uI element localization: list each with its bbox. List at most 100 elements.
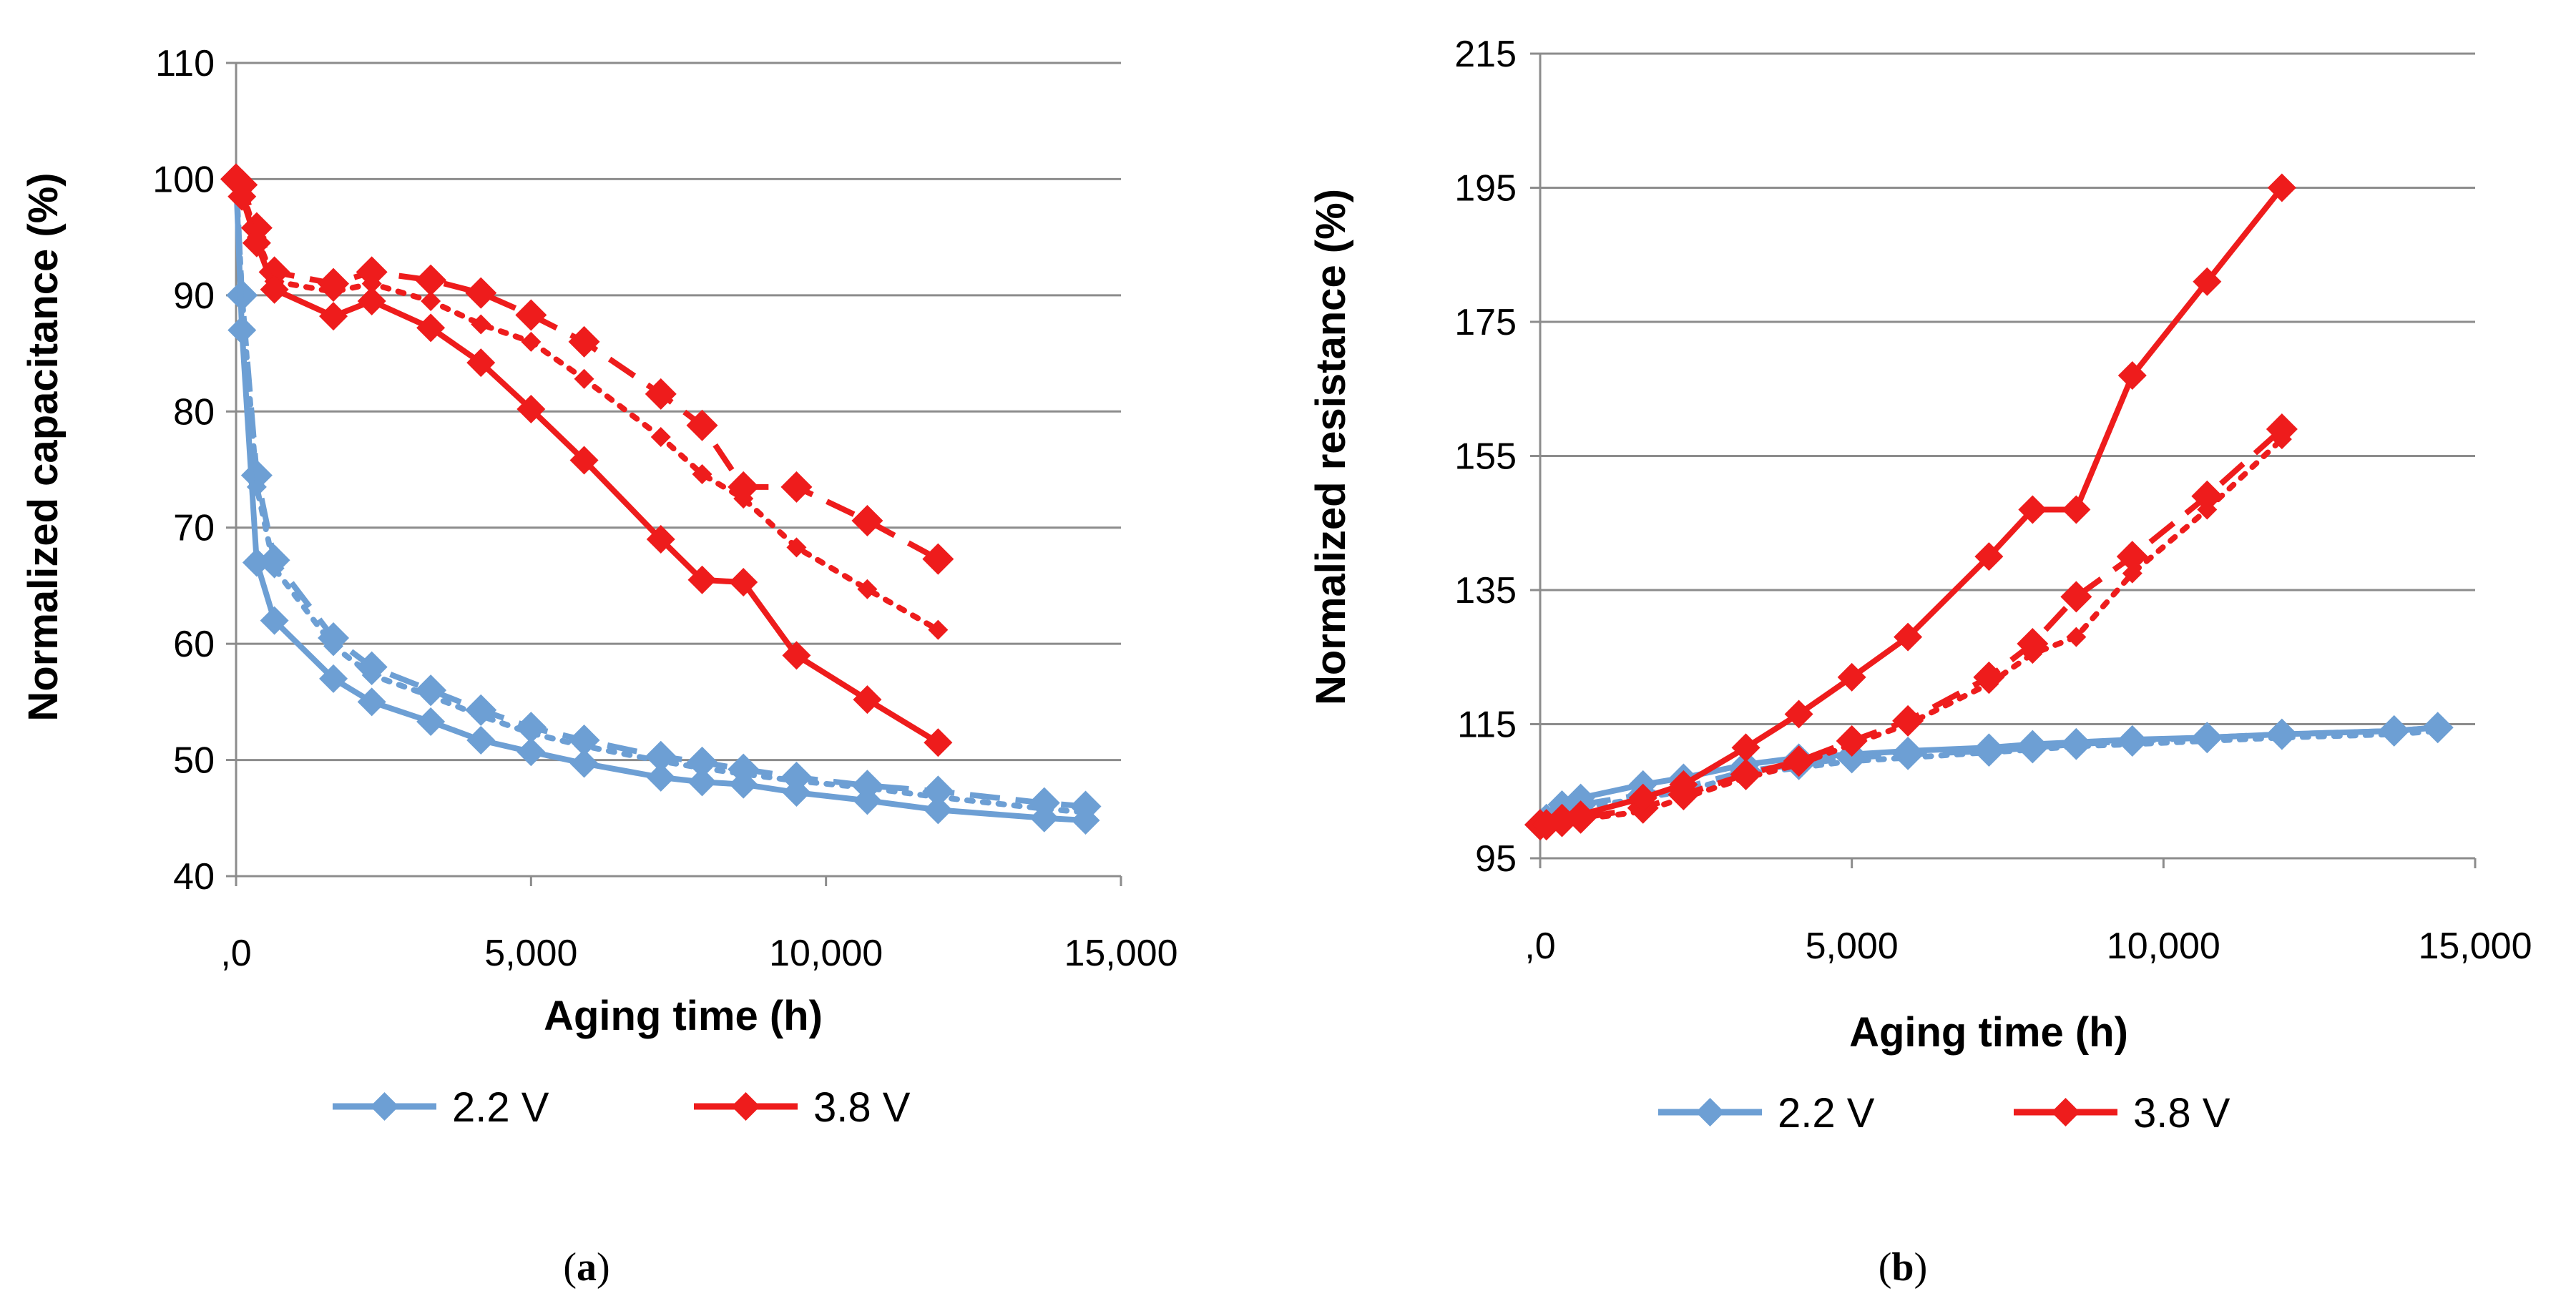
chart-b-point-3-2 xyxy=(1547,803,1577,833)
chart-a-point-4-13 xyxy=(780,471,813,503)
chart-b-legend: 2.2 V 3.8 V xyxy=(1658,1090,2230,1136)
chart-a-point-1-12 xyxy=(728,753,760,785)
chart-b-point-0-3 xyxy=(1566,783,1595,812)
chart-b-point-3-11 xyxy=(2018,495,2047,524)
chart-a-point-0-16 xyxy=(1029,803,1059,833)
chart-a-x-tick-5000: 5,000 xyxy=(484,933,577,974)
chart-a-y-tick-70: 70 xyxy=(173,508,215,549)
chart-b-point-0-14 xyxy=(2193,723,2222,752)
chart-b-y-tick-195: 195 xyxy=(1454,168,1517,210)
chart-b-point-3-4 xyxy=(1628,783,1657,812)
chart-b-y-tick-215: 215 xyxy=(1454,34,1517,75)
chart-a-point-3-5 xyxy=(357,286,386,315)
chart-a-point-5-11 xyxy=(692,463,712,484)
chart-b-y-tick-135: 135 xyxy=(1454,570,1517,612)
chart-a-point-0-7 xyxy=(466,725,496,755)
chart-b-point-3-7 xyxy=(1784,699,1813,729)
chart-a-point-1-10 xyxy=(645,740,677,772)
chart-a-point-5-7 xyxy=(471,314,491,335)
chart-b-point-4-8 xyxy=(1836,725,1868,757)
chart-b-legend-label-2: 3.8 V xyxy=(2133,1090,2230,1136)
chart-b-series-38-v-solid xyxy=(1526,173,2296,840)
chart-a-y-tick-100: 100 xyxy=(152,159,215,200)
chart-b-point-0-11 xyxy=(2018,730,2047,759)
chart-a-y-tick-50: 50 xyxy=(173,740,215,782)
chart-a-point-3-9 xyxy=(569,446,599,475)
chart-a-point-1-8 xyxy=(515,712,547,744)
chart-b-point-3-13 xyxy=(2117,361,2147,390)
chart-a-point-1-7 xyxy=(465,694,497,726)
chart-a-point-0-3 xyxy=(260,606,289,635)
chart-b-y-tick-115: 115 xyxy=(1457,704,1517,746)
chart-b-caption-open: ( xyxy=(1879,1245,1892,1290)
chart-a-y-ticks: 40 50 60 70 80 90 100 110 xyxy=(152,43,215,898)
chart-a-point-5-13 xyxy=(786,537,807,558)
chart-a-point-5-8 xyxy=(521,331,542,352)
chart-a-point-4-4 xyxy=(318,267,350,300)
chart-b-point-3-5 xyxy=(1669,770,1698,799)
chart-a-series-38-v-dotted xyxy=(226,169,949,640)
chart-a-legend-label-1: 2.2 V xyxy=(452,1084,549,1131)
chart-b-axes xyxy=(1530,52,2477,868)
chart-b-point-4-15 xyxy=(2266,413,2298,445)
chart-b-point-4-12 xyxy=(2060,581,2092,613)
chart-a-point-4-15 xyxy=(922,543,954,575)
chart-a-point-3-10 xyxy=(646,524,675,554)
chart-b-point-3-14 xyxy=(2193,267,2222,296)
chart-b-legend-marker-1 xyxy=(1695,1098,1725,1126)
chart-a-point-4-10 xyxy=(645,378,677,410)
chart-a-point-0-1 xyxy=(227,315,257,345)
chart-a-caption-letter: a xyxy=(577,1245,597,1290)
chart-a-series-line-38-v-dotted xyxy=(233,176,941,633)
chart-a-point-0-11 xyxy=(687,767,717,797)
chart-b-point-0-12 xyxy=(2062,727,2091,757)
chart-a-point-0-4 xyxy=(319,664,348,693)
chart-a-point-3-3 xyxy=(260,275,289,304)
chart-a-y-axis-label: Normalized capacitance (%) xyxy=(20,172,67,721)
chart-a-caption-open: ( xyxy=(563,1245,577,1290)
chart-b-legend-label-1: 2.2 V xyxy=(1778,1090,1875,1136)
chart-a-point-1-2 xyxy=(240,459,273,491)
chart-a-point-3-8 xyxy=(516,395,546,424)
chart-b-point-4-10 xyxy=(1973,661,2005,693)
chart-a-point-0-8 xyxy=(516,737,546,767)
chart-b-point-5-12 xyxy=(2066,627,2087,647)
chart-b-point-0-15 xyxy=(2267,720,2296,749)
chart-b-point-4-7 xyxy=(1783,745,1815,777)
chart-a-series-22-v-dashed xyxy=(220,163,1102,823)
chart-a-point-0-12 xyxy=(729,770,758,799)
chart-b-point-0-10 xyxy=(1974,733,2004,762)
chart-a-series-22-v-dotted xyxy=(226,169,1096,823)
chart-a-y-tick-40: 40 xyxy=(173,856,215,898)
chart-b-point-0-9 xyxy=(1894,737,1923,765)
chart-b-point-3-10 xyxy=(1974,542,2004,571)
chart-b-y-tick-155: 155 xyxy=(1454,436,1517,478)
chart-a-caption-close: ) xyxy=(597,1245,610,1290)
chart-a-legend: 2.2 V 3.8 V xyxy=(333,1084,911,1131)
chart-a-point-5-14 xyxy=(857,579,878,599)
chart-a-point-1-6 xyxy=(415,674,447,707)
chart-a-point-3-2 xyxy=(242,228,271,257)
chart-b-point-4-6 xyxy=(1730,758,1762,790)
chart-b-point-3-8 xyxy=(1837,662,1866,692)
chart-a-point-4-6 xyxy=(415,264,447,296)
chart-a-x-tick-0: ,0 xyxy=(220,933,251,974)
chart-a-point-0-6 xyxy=(416,707,446,736)
chart-a-point-3-12 xyxy=(729,568,758,597)
chart-a-point-1-14 xyxy=(851,770,883,802)
chart-b-point-4-14 xyxy=(2191,480,2223,512)
chart-a-series-line-38-v-solid xyxy=(233,178,940,745)
chart-a-point-4-14 xyxy=(851,504,883,536)
chart-b-x-tick-15000: 15,000 xyxy=(2418,926,2532,967)
chart-a-point-0-9 xyxy=(569,749,599,778)
chart-b-point-3-3 xyxy=(1566,800,1595,830)
chart-a-point-0-10 xyxy=(646,762,675,792)
chart-b-x-axis-label: Aging time (h) xyxy=(1849,1009,2128,1056)
chart-a-point-3-7 xyxy=(466,348,496,378)
chart-b-point-5-13 xyxy=(2122,563,2142,584)
chart-a-point-5-10 xyxy=(650,427,671,448)
chart-a-point-4-12 xyxy=(728,471,760,503)
chart-a-point-5-9 xyxy=(574,368,594,389)
chart-a-series-38-v-solid xyxy=(222,165,953,757)
chart-a-y-tick-80: 80 xyxy=(173,391,215,433)
